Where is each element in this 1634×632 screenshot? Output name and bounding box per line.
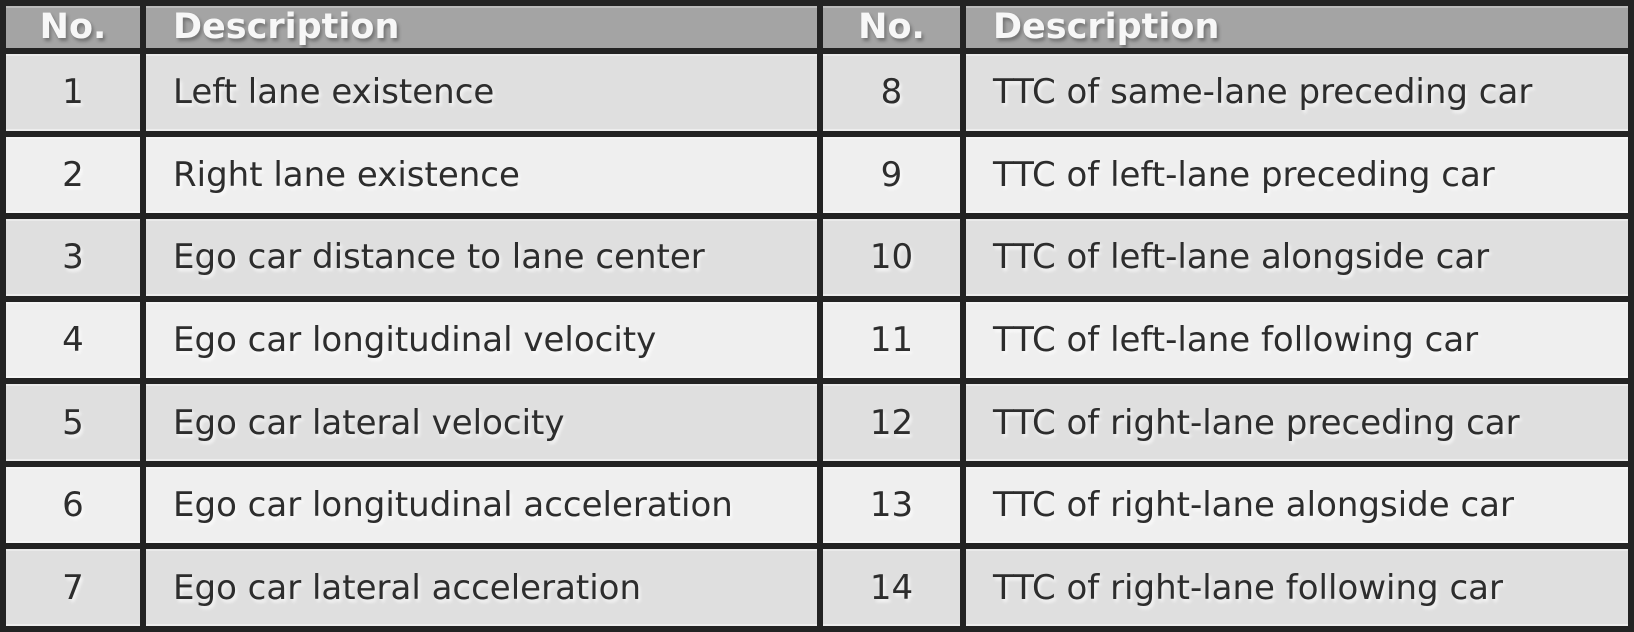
row-number-cell: 10: [817, 213, 966, 302]
description-cell: TTC of left-lane following car: [960, 295, 1634, 385]
description-cell: TTC of left-lane preceding car: [960, 130, 1634, 220]
row-number-cell: 11: [817, 295, 966, 385]
row-number-cell: 12: [817, 378, 966, 467]
row-number-cell: 9: [817, 130, 966, 220]
row-number-cell: 3: [0, 213, 146, 302]
description-cell: Ego car longitudinal acceleration: [140, 460, 823, 550]
description-cell: Left lane existence: [140, 48, 823, 137]
row-number-cell: 2: [0, 130, 146, 220]
description-cell: Right lane existence: [140, 130, 823, 220]
table-row: 5 Ego car lateral velocity 12 TTC of rig…: [0, 378, 1634, 467]
row-number-cell: 6: [0, 460, 146, 550]
table-row: 6 Ego car longitudinal acceleration 13 T…: [0, 460, 1634, 550]
row-number-cell: 5: [0, 378, 146, 467]
column-header-description-right: Description: [960, 0, 1634, 54]
row-number-cell: 13: [817, 460, 966, 550]
column-header-no-left: No.: [0, 0, 146, 54]
row-number-cell: 4: [0, 295, 146, 385]
description-cell: TTC of right-lane following car: [960, 543, 1634, 632]
row-number-cell: 14: [817, 543, 966, 632]
table-row: 3 Ego car distance to lane center 10 TTC…: [0, 213, 1634, 302]
description-cell: TTC of left-lane alongside car: [960, 213, 1634, 302]
table-row: 7 Ego car lateral acceleration 14 TTC of…: [0, 543, 1634, 632]
column-header-no-right: No.: [817, 0, 966, 54]
description-cell: Ego car longitudinal velocity: [140, 295, 823, 385]
description-cell: TTC of right-lane alongside car: [960, 460, 1634, 550]
description-cell: Ego car lateral velocity: [140, 378, 823, 467]
table-row: 4 Ego car longitudinal velocity 11 TTC o…: [0, 295, 1634, 385]
header-row: No. Description No. Description: [0, 0, 1634, 54]
description-cell: Ego car distance to lane center: [140, 213, 823, 302]
description-cell: Ego car lateral acceleration: [140, 543, 823, 632]
row-number-cell: 7: [0, 543, 146, 632]
description-cell: TTC of right-lane preceding car: [960, 378, 1634, 467]
row-number-cell: 1: [0, 48, 146, 137]
description-cell: TTC of same-lane preceding car: [960, 48, 1634, 137]
column-header-description-left: Description: [140, 0, 823, 54]
row-number-cell: 8: [817, 48, 966, 137]
table-row: 1 Left lane existence 8 TTC of same-lane…: [0, 48, 1634, 137]
table-row: 2 Right lane existence 9 TTC of left-lan…: [0, 130, 1634, 220]
